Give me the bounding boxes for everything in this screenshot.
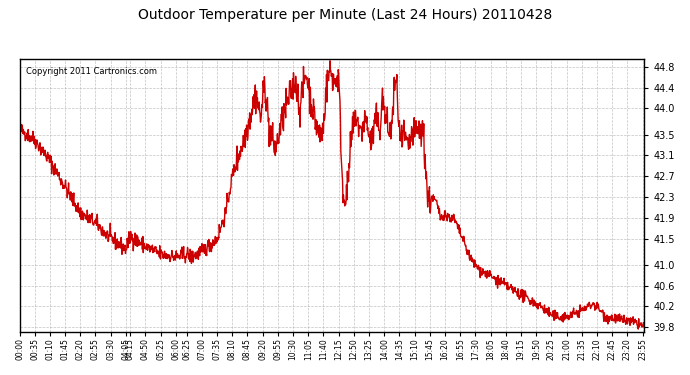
Text: Copyright 2011 Cartronics.com: Copyright 2011 Cartronics.com	[26, 67, 157, 76]
Text: Outdoor Temperature per Minute (Last 24 Hours) 20110428: Outdoor Temperature per Minute (Last 24 …	[138, 8, 552, 21]
